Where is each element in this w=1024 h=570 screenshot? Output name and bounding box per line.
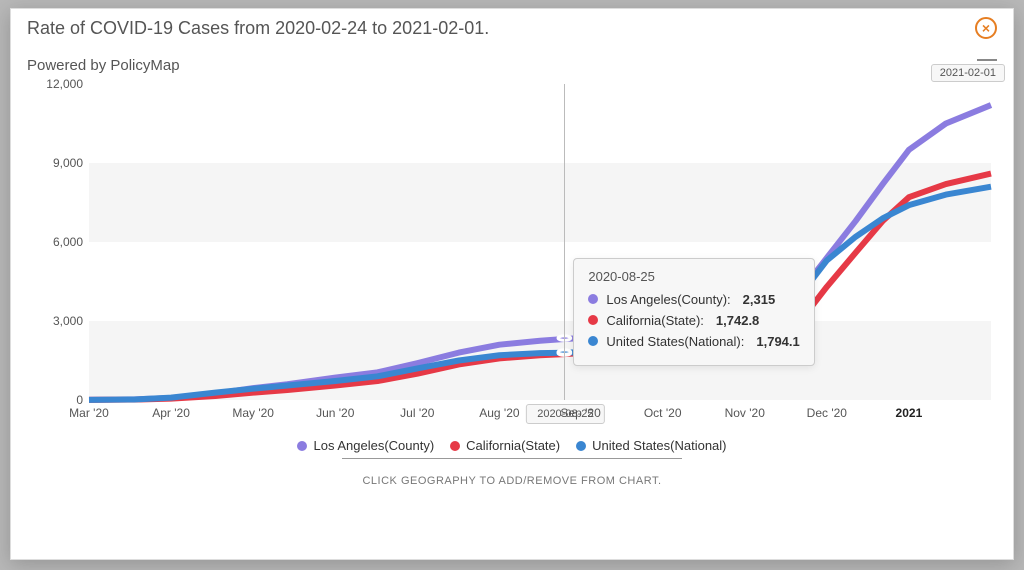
chart-container: Powered by PolicyMap 0 3,000 6,000 9,000 12,… [11,49,1013,499]
tooltip-row: California(State):1,742.8 [588,313,799,328]
chart-tooltip: 2020-08-25 Los Angeles(County):2,315 Cali… [573,258,814,366]
end-date-tag: 2021-02-01 [931,64,1005,82]
y-axis-label: 9,000 [33,156,83,170]
y-axis-label: 0 [33,393,83,407]
close-icon[interactable]: × [975,17,997,39]
x-axis-label: Mar '20 [69,406,109,420]
tooltip-date: 2020-08-25 [588,269,799,284]
tooltip-row: Los Angeles(County):2,315 [588,292,799,307]
modal-title: Rate of COVID-19 Cases from 2020-02-24 t… [27,18,489,39]
modal-header: Rate of COVID-19 Cases from 2020-02-24 t… [11,9,1013,49]
x-axis-label: Nov '20 [725,406,765,420]
legend-item[interactable]: United States(National) [576,438,726,453]
x-axis-label: Sep '20 [560,406,600,420]
x-axis-label: 2021 [896,406,923,420]
line-chart[interactable]: 03,0006,0009,00012,000 2020-08-25 2021-0… [23,80,1001,430]
chart-cursor: 2020-08-25 [564,84,565,400]
x-axis-label: Jun '20 [316,406,354,420]
chart-legend[interactable]: Los Angeles(County) California(State) Unit… [23,430,1001,458]
legend-item[interactable]: California(State) [450,438,560,453]
x-axis-label: Oct '20 [644,406,682,420]
powered-by-label: Powered by PolicyMap [27,57,180,74]
legend-item[interactable]: Los Angeles(County) [297,438,434,453]
tooltip-row: United States(National):1,794.1 [588,334,799,349]
y-axis-label: 12,000 [33,77,83,91]
chart-modal: Rate of COVID-19 Cases from 2020-02-24 t… [10,8,1014,560]
y-axis-label: 3,000 [33,314,83,328]
y-axis-label: 6,000 [33,235,83,249]
x-axis-label: Apr '20 [152,406,190,420]
x-axis-label: Aug '20 [479,406,519,420]
series-line[interactable] [89,174,991,400]
x-axis-label: May '20 [232,406,274,420]
chart-footnote: CLICK GEOGRAPHY TO ADD/REMOVE FROM CHART… [23,465,1001,487]
x-axis-label: Dec '20 [807,406,847,420]
x-axis-label: Jul '20 [400,406,434,420]
